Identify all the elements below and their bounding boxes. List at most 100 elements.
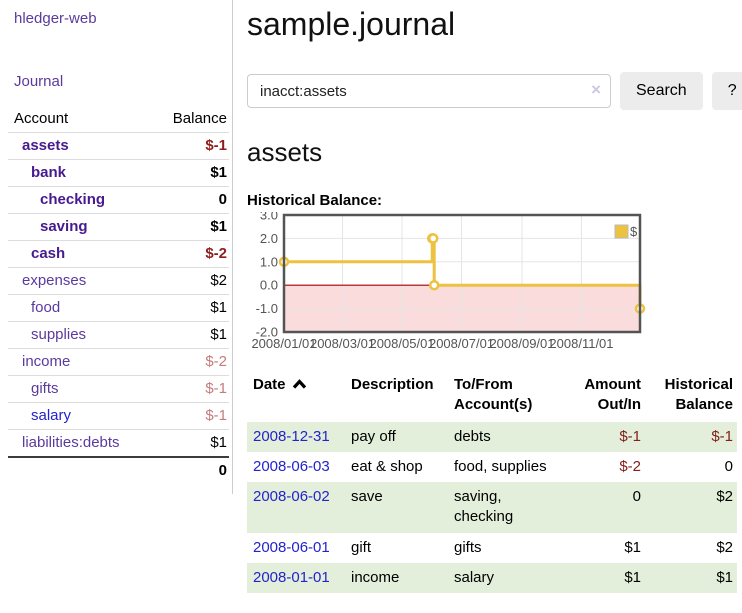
accounts-table: Account Balance assets $-1 bank $1 checking 0… (8, 106, 229, 484)
account-row: supplies $1 (8, 321, 229, 349)
sidebar: hledger-web Journal Account Balance asse… (0, 0, 233, 494)
x-tick-label: 2008/05/01 (369, 336, 434, 351)
transaction-row: 2008-06-01 gift gifts $1 $2 (247, 533, 737, 563)
transaction-description: eat & shop (351, 457, 423, 475)
transaction-balance: 0 (724, 457, 733, 475)
chart-title: Historical Balance: (247, 192, 383, 209)
search-input[interactable] (247, 74, 611, 108)
account-balance: $-1 (149, 402, 229, 430)
x-tick-label: 2008/09/01 (489, 336, 554, 351)
transaction-date-link[interactable]: 2008-06-01 (253, 538, 330, 556)
transaction-accounts: saving, checking (448, 482, 560, 533)
register-header-date[interactable]: Date (247, 372, 345, 422)
account-balance: $-1 (149, 375, 229, 403)
account-link[interactable]: assets (22, 137, 69, 154)
transaction-date-link[interactable]: 2008-01-01 (253, 568, 330, 586)
account-row: bank $1 (8, 159, 229, 187)
legend-swatch-icon (614, 224, 629, 239)
search-form: × Search ? (247, 72, 742, 110)
accounts-header-balance: Balance (149, 106, 229, 133)
account-row: liabilities:debts $1 (8, 429, 229, 458)
transaction-accounts: gifts (454, 538, 482, 556)
x-tick-label: 2008/01/01 (251, 336, 316, 351)
data-point-marker (427, 233, 439, 244)
legend-label: $ (630, 224, 638, 239)
account-row: income $-2 (8, 348, 229, 376)
account-row: expenses $2 (8, 267, 229, 295)
register-header-amount: Amount Out/In (584, 376, 641, 414)
transaction-balance: $2 (716, 538, 733, 556)
transaction-description: gift (351, 538, 372, 556)
transaction-date-link[interactable]: 2008-06-02 (253, 488, 330, 505)
account-link[interactable]: supplies (31, 326, 87, 343)
account-link[interactable]: liabilities:debts (22, 434, 120, 451)
account-link[interactable]: food (31, 299, 61, 316)
transaction-accounts: salary (448, 562, 560, 593)
register-header-balance: Historical Balance (664, 376, 733, 414)
transaction-description: save (345, 482, 448, 533)
transaction-date-link[interactable]: 2008-12-31 (253, 427, 330, 445)
register-header-row: Date Description To/From Account(s) Amou… (247, 372, 737, 422)
transaction-row: 2008-06-02 save saving, checking 0 $2 (247, 482, 737, 533)
account-row: salary $-1 (8, 402, 229, 430)
account-link[interactable]: checking (40, 191, 106, 208)
nav-journal-link[interactable]: Journal (14, 73, 64, 90)
transaction-accounts: debts (448, 421, 560, 452)
search-button[interactable]: Search (620, 72, 703, 110)
account-link[interactable]: bank (31, 164, 67, 181)
transaction-amount: $1 (624, 538, 641, 556)
accounts-header-account: Account (8, 106, 150, 133)
y-tick-label: -1.0 (256, 301, 278, 316)
account-link[interactable]: expenses (22, 272, 87, 289)
transaction-amount: 0 (560, 482, 645, 533)
chevron-up-icon (292, 379, 306, 389)
register-header-tofrom: To/From Account(s) (454, 376, 533, 414)
account-link[interactable]: income (22, 353, 71, 370)
page-title: sample.journal (247, 6, 456, 42)
transaction-description: income (345, 562, 448, 593)
account-link[interactable]: gifts (31, 380, 59, 397)
x-tick-label: 2008/11/01 (549, 336, 613, 351)
account-balance: 0 (149, 186, 229, 214)
transaction-accounts: food, supplies (454, 457, 547, 475)
y-tick-label: 0.0 (260, 278, 278, 293)
account-balance: $2 (149, 267, 229, 295)
transaction-row: 2008-12-31 pay off debts $-1 $-1 (247, 421, 737, 452)
account-balance: $-1 (149, 132, 229, 160)
brand-link[interactable]: hledger-web (14, 10, 97, 27)
transaction-date-link[interactable]: 2008-06-03 (253, 457, 330, 475)
account-balance: $-2 (149, 240, 229, 268)
accounts-header-row: Account Balance (8, 106, 229, 133)
historical-balance-chart[interactable]: 3.0 2.0 1.0 0.0 -1.0 -2.0 2008/01/01 2008/03/01… (247, 212, 742, 359)
x-tick-label: 2008/03/01 (310, 336, 375, 351)
transaction-balance: $-1 (645, 421, 737, 452)
register-table: Date Description To/From Account(s) Amou… (247, 372, 737, 593)
x-tick-label: 2008/07/01 (429, 336, 494, 351)
account-row: checking 0 (8, 186, 229, 214)
search-input-wrap: × (247, 74, 611, 108)
account-row: cash $-2 (8, 240, 229, 268)
account-balance: $1 (149, 213, 229, 241)
account-link[interactable]: cash (31, 245, 66, 262)
y-tick-label: 2.0 (260, 231, 278, 246)
help-button[interactable]: ? (711, 72, 742, 110)
transaction-row: 2008-01-01 income salary $1 $1 (247, 562, 737, 593)
data-point-marker (428, 279, 440, 291)
account-heading: assets (247, 137, 323, 167)
account-row: gifts $-1 (8, 375, 229, 403)
accounts-total-balance: 0 (218, 462, 227, 479)
chart-svg: 3.0 2.0 1.0 0.0 -1.0 -2.02008/01/012008/03/01… (251, 212, 646, 351)
account-balance: $1 (149, 321, 229, 349)
clear-search-icon[interactable]: × (591, 80, 601, 99)
y-tick-label: 3.0 (260, 212, 278, 223)
account-link[interactable]: salary (31, 407, 72, 424)
account-link[interactable]: saving (40, 218, 88, 235)
account-balance: $1 (149, 294, 229, 322)
transaction-description: pay off (345, 421, 448, 452)
account-balance: $1 (149, 159, 229, 187)
account-balance: $-2 (149, 348, 229, 376)
y-tick-label: -2.0 (256, 325, 278, 340)
account-balance: $1 (149, 429, 229, 458)
transaction-balance: $2 (645, 482, 737, 533)
